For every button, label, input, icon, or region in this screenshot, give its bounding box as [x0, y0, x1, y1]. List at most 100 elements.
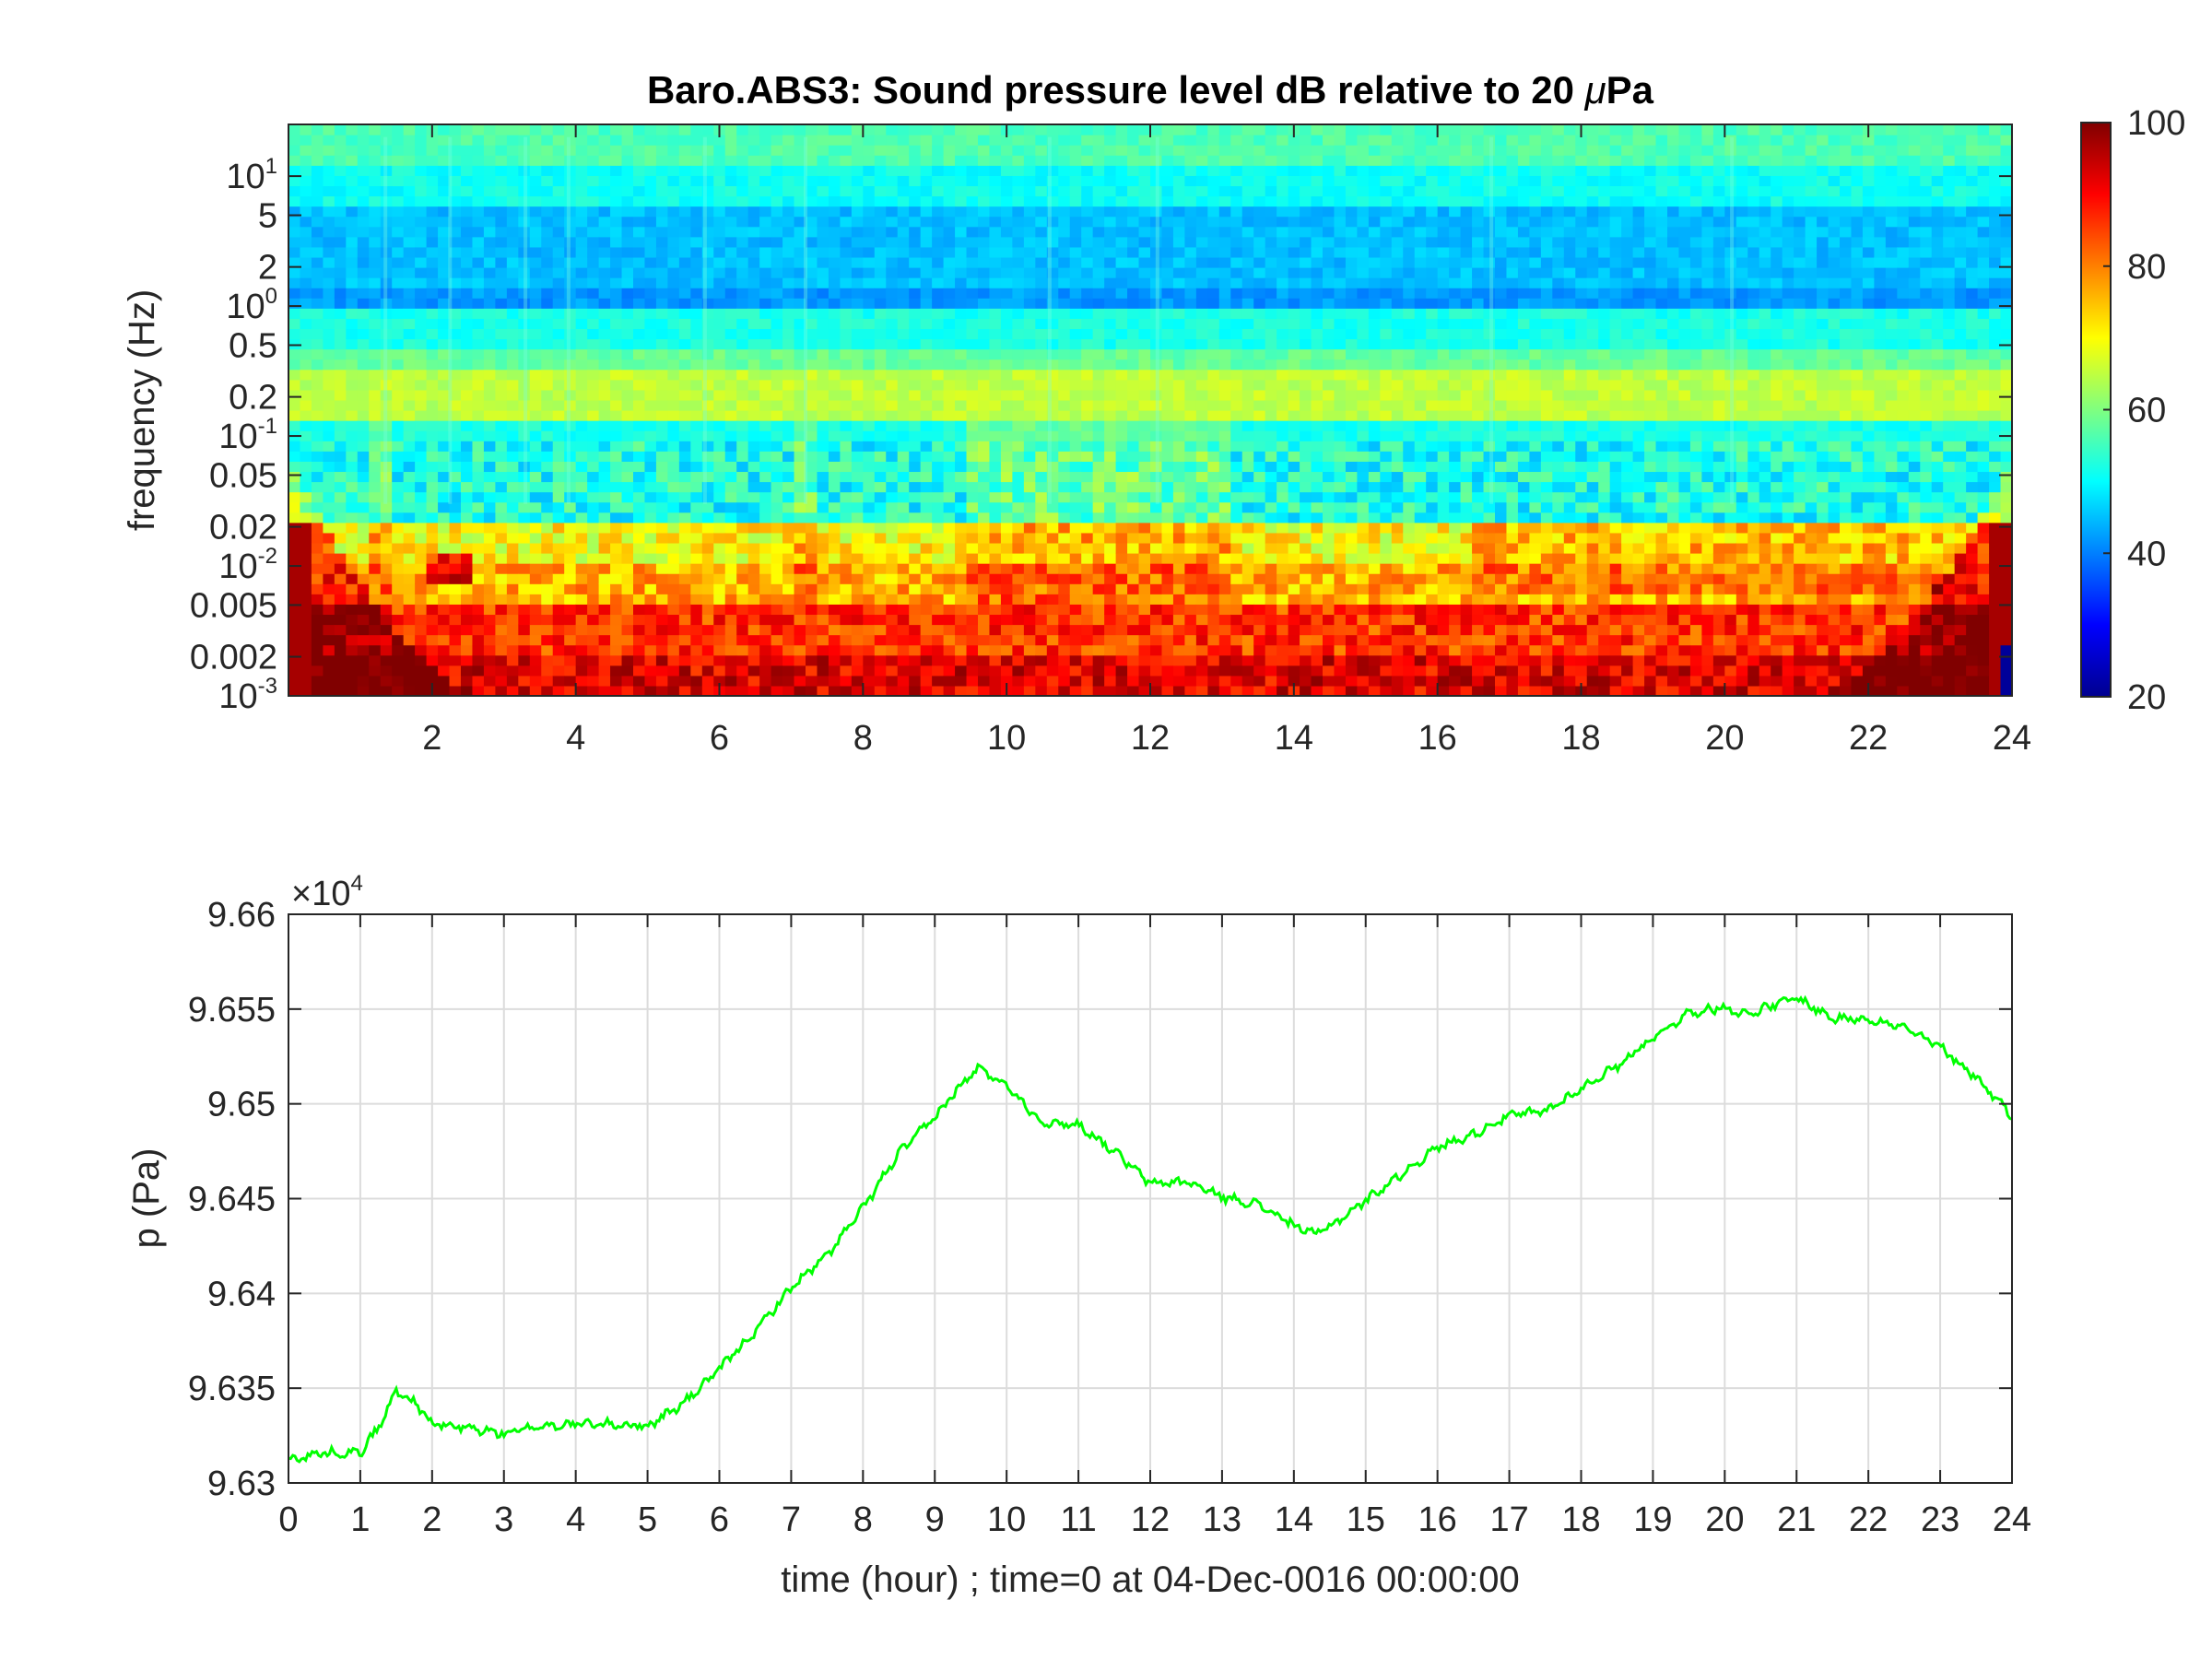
spectrogram-cell	[541, 614, 554, 626]
spectrogram-cell	[828, 481, 841, 493]
spectrogram-cell	[1277, 124, 1289, 135]
spectrogram-cell	[483, 206, 496, 218]
spectrogram-cell	[771, 461, 783, 473]
spectrogram-cell	[403, 399, 416, 411]
spectrogram-cell	[506, 308, 519, 319]
spectrogram-cell	[989, 226, 1002, 238]
spectrogram-cell	[1277, 338, 1289, 350]
spectrogram-cell	[782, 308, 795, 319]
spectrogram-cell	[932, 685, 945, 696]
spectrogram-cell	[1150, 594, 1163, 605]
spectrogram-cell	[1000, 359, 1013, 371]
spectrogram-cell	[575, 298, 588, 309]
spectrogram-cell	[1069, 420, 1082, 431]
spectrogram-cell	[564, 318, 577, 330]
spectrogram-cell	[380, 522, 393, 534]
spectrogram-cell	[851, 175, 864, 187]
spectrogram-cell	[1115, 389, 1128, 401]
spectrogram-cell	[667, 267, 680, 278]
spectrogram-cell	[461, 216, 474, 228]
spectrogram-cell	[690, 348, 703, 360]
spectrogram-cell	[1035, 135, 1048, 146]
spectrogram-cell	[1184, 298, 1197, 309]
spectrogram-cell	[828, 135, 841, 146]
spectrogram-cell	[771, 277, 783, 288]
spectrogram-cell	[771, 665, 783, 677]
spectrogram-cell	[1127, 256, 1140, 268]
spectrogram-cell	[449, 267, 462, 278]
spectrogram-cell	[415, 685, 428, 696]
spectrogram-cell	[552, 389, 565, 401]
spectrogram-cell	[449, 348, 462, 360]
spectrogram-cell	[1092, 124, 1105, 135]
spectrogram-cell	[1184, 246, 1197, 258]
spectrogram-cell	[1195, 328, 1208, 340]
spectrogram-cell	[1230, 532, 1243, 544]
spectrogram-cell	[690, 542, 703, 554]
spectrogram-cell	[415, 583, 428, 594]
spectrogram-cell	[978, 165, 991, 176]
spectrogram-cell	[897, 348, 910, 360]
spectrogram-cell	[541, 256, 554, 268]
spectrogram-cell	[1023, 675, 1036, 687]
spectrogram-cell	[690, 501, 703, 513]
spectrogram-cell	[655, 594, 668, 605]
spectrogram-cell	[334, 522, 347, 534]
spectrogram-cell	[1195, 277, 1208, 288]
spectrogram-cell	[1012, 604, 1025, 616]
spectrogram-cell	[1230, 542, 1243, 554]
spectrogram-cell	[369, 328, 382, 340]
spectrogram-cell	[736, 246, 749, 258]
spectrogram-cell	[323, 379, 335, 391]
spectrogram-cell	[1046, 624, 1059, 636]
spectrogram-cell	[989, 216, 1002, 228]
spectrogram-cell	[794, 441, 806, 452]
spectrogram-cell	[1195, 165, 1208, 176]
spectrogram-cell	[529, 206, 542, 218]
spectrogram-cell	[1300, 410, 1312, 421]
spectrogram-cell	[1277, 216, 1289, 228]
spectrogram-cell	[874, 441, 887, 452]
spectrogram-cell	[288, 175, 301, 187]
spectrogram-cell	[461, 573, 474, 584]
spectrogram-cell	[1172, 654, 1185, 666]
spectrogram-cell	[403, 236, 416, 248]
spectrogram-cell	[1207, 185, 1220, 197]
spectrogram-cell	[863, 451, 876, 462]
spectrogram-cell	[288, 399, 301, 411]
spectrogram-cell	[1138, 236, 1151, 248]
spectrogram-cell	[1081, 542, 1094, 554]
spectrogram-cell	[874, 277, 887, 288]
spectrogram-cell	[1069, 461, 1082, 473]
spectrogram-cell	[989, 430, 1002, 441]
spectrogram-cell	[461, 256, 474, 268]
spectrogram-cell	[621, 277, 634, 288]
spectrogram-cell	[932, 135, 945, 146]
spectrogram-cell	[989, 461, 1002, 473]
spectrogram-cell	[472, 532, 485, 544]
spectrogram-cell	[851, 451, 864, 462]
spectrogram-cell	[1058, 481, 1071, 493]
spectrogram-cell	[552, 594, 565, 605]
spectrogram-cell	[897, 471, 910, 483]
spectrogram-cell	[415, 256, 428, 268]
spectrogram-cell	[1172, 501, 1185, 513]
spectrogram-cell	[794, 675, 806, 687]
spectrogram-cell	[1195, 359, 1208, 371]
spectrogram-cell	[426, 389, 439, 401]
spectrogram-cell	[461, 644, 474, 656]
spectrogram-cell	[369, 491, 382, 503]
spectrogram-cell	[518, 389, 531, 401]
spectrogram-cell	[1081, 604, 1094, 616]
spectrogram-cell	[1253, 124, 1266, 135]
spectrogram-cell	[415, 216, 428, 228]
spectrogram-cell	[483, 553, 496, 564]
spectrogram-cell	[506, 665, 519, 677]
spectrogram-cell	[1127, 379, 1140, 391]
spectrogram-cell	[449, 532, 462, 544]
spectrogram-cell	[782, 644, 795, 656]
spectrogram-cell	[1241, 359, 1254, 371]
spectrogram-cell	[380, 359, 393, 371]
spectrogram-cell	[759, 441, 772, 452]
spectrogram-cell	[1023, 369, 1036, 381]
